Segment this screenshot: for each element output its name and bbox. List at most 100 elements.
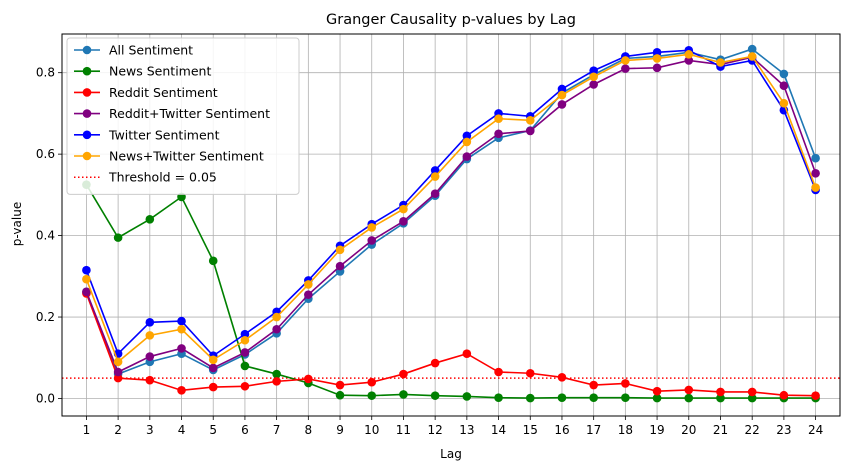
data-point [399, 204, 408, 214]
data-point [240, 348, 250, 357]
data-point [621, 56, 630, 65]
x-tick-label: 24 [808, 423, 823, 437]
legend-entry: News Sentiment [74, 64, 211, 79]
data-point [747, 44, 757, 54]
x-tick-label: 4 [178, 423, 186, 437]
data-point [208, 363, 218, 373]
data-point [557, 100, 567, 109]
x-tick-label: 6 [241, 423, 249, 437]
data-point [113, 357, 123, 367]
x-tick-label: 10 [364, 423, 379, 437]
data-point [462, 392, 472, 401]
data-point [462, 131, 472, 141]
series-layer [82, 44, 820, 403]
data-point [82, 265, 91, 275]
x-axis-label: Lag [440, 447, 462, 461]
data-point [430, 189, 440, 198]
data-point [367, 377, 377, 387]
plot-frame [61, 33, 841, 417]
data-point [113, 233, 123, 242]
legend-label: News+Twitter Sentiment [109, 149, 264, 164]
data-point [684, 56, 694, 65]
data-point [113, 373, 123, 383]
data-point [177, 316, 186, 326]
x-tick-label: 14 [491, 423, 506, 437]
data-point [652, 386, 662, 396]
y-tick-label: 0.0 [36, 391, 55, 405]
data-point [399, 217, 408, 226]
data-point [652, 393, 662, 403]
data-point [82, 274, 91, 284]
data-point [494, 129, 503, 139]
x-tick-label: 23 [776, 423, 791, 437]
x-tick-label: 8 [305, 423, 313, 437]
data-point [367, 391, 377, 400]
data-point [811, 391, 820, 400]
legend-label: Reddit+Twitter Sentiment [109, 106, 270, 121]
x-tick-label: 12 [428, 423, 443, 437]
data-point [557, 373, 567, 382]
data-point [652, 63, 662, 73]
data-point [272, 377, 281, 386]
series-5 [82, 50, 820, 367]
series-3 [82, 52, 820, 377]
data-point [811, 183, 820, 192]
data-point [240, 329, 250, 339]
data-point [82, 287, 91, 297]
data-point [430, 358, 440, 368]
data-point [335, 390, 345, 400]
data-point [525, 393, 535, 403]
ticks: 1 2 3 4 5 6 7 8 9 10 11 12 13 14 15 16 17 18 19 20 21 22 23 240… [36, 66, 823, 437]
data-point [335, 261, 345, 271]
x-tick-label: 19 [649, 423, 664, 437]
data-point [272, 324, 281, 334]
x-tick-label: 18 [618, 423, 633, 437]
x-tick-label: 5 [209, 423, 217, 437]
data-point [779, 69, 789, 79]
data-point [779, 81, 789, 91]
data-point [621, 64, 630, 73]
legend-entry: Reddit Sentiment [74, 85, 218, 100]
series-1 [82, 180, 820, 403]
data-point [684, 50, 694, 59]
data-point [747, 52, 757, 61]
data-point [272, 369, 281, 379]
x-tick-label: 20 [681, 423, 696, 437]
x-tick-label: 2 [114, 423, 122, 437]
data-point [811, 153, 820, 163]
data-point [779, 98, 789, 108]
data-point [525, 368, 535, 378]
legend-swatch-marker [82, 151, 92, 161]
data-point [399, 390, 408, 399]
data-point [240, 381, 250, 391]
data-point [494, 114, 503, 124]
data-point [208, 355, 218, 365]
data-point [557, 393, 567, 402]
data-point [525, 116, 535, 125]
y-tick-label: 0.2 [36, 310, 55, 324]
x-tick-label: 3 [146, 423, 154, 437]
data-point [589, 72, 598, 82]
series-line [85, 53, 817, 364]
legend-label: Twitter Sentiment [108, 127, 220, 142]
data-point [716, 58, 725, 67]
data-point [652, 48, 662, 57]
data-point [652, 54, 662, 63]
data-point [430, 166, 440, 175]
x-tick-label: 7 [273, 423, 281, 437]
data-point [208, 256, 218, 266]
data-point [811, 168, 820, 178]
legend-label: Threshold = 0.05 [108, 170, 217, 185]
data-point [145, 352, 155, 361]
data-point [462, 137, 472, 147]
y-tick-label: 0.4 [36, 229, 55, 243]
series-line [85, 293, 816, 397]
legend-swatch-marker [82, 45, 92, 55]
legend-entry: Threshold = 0.05 [74, 170, 217, 185]
data-point [684, 393, 694, 403]
data-point [399, 369, 408, 379]
data-point [335, 245, 345, 255]
data-point [494, 367, 503, 377]
data-point [462, 349, 472, 358]
data-point [113, 367, 123, 377]
